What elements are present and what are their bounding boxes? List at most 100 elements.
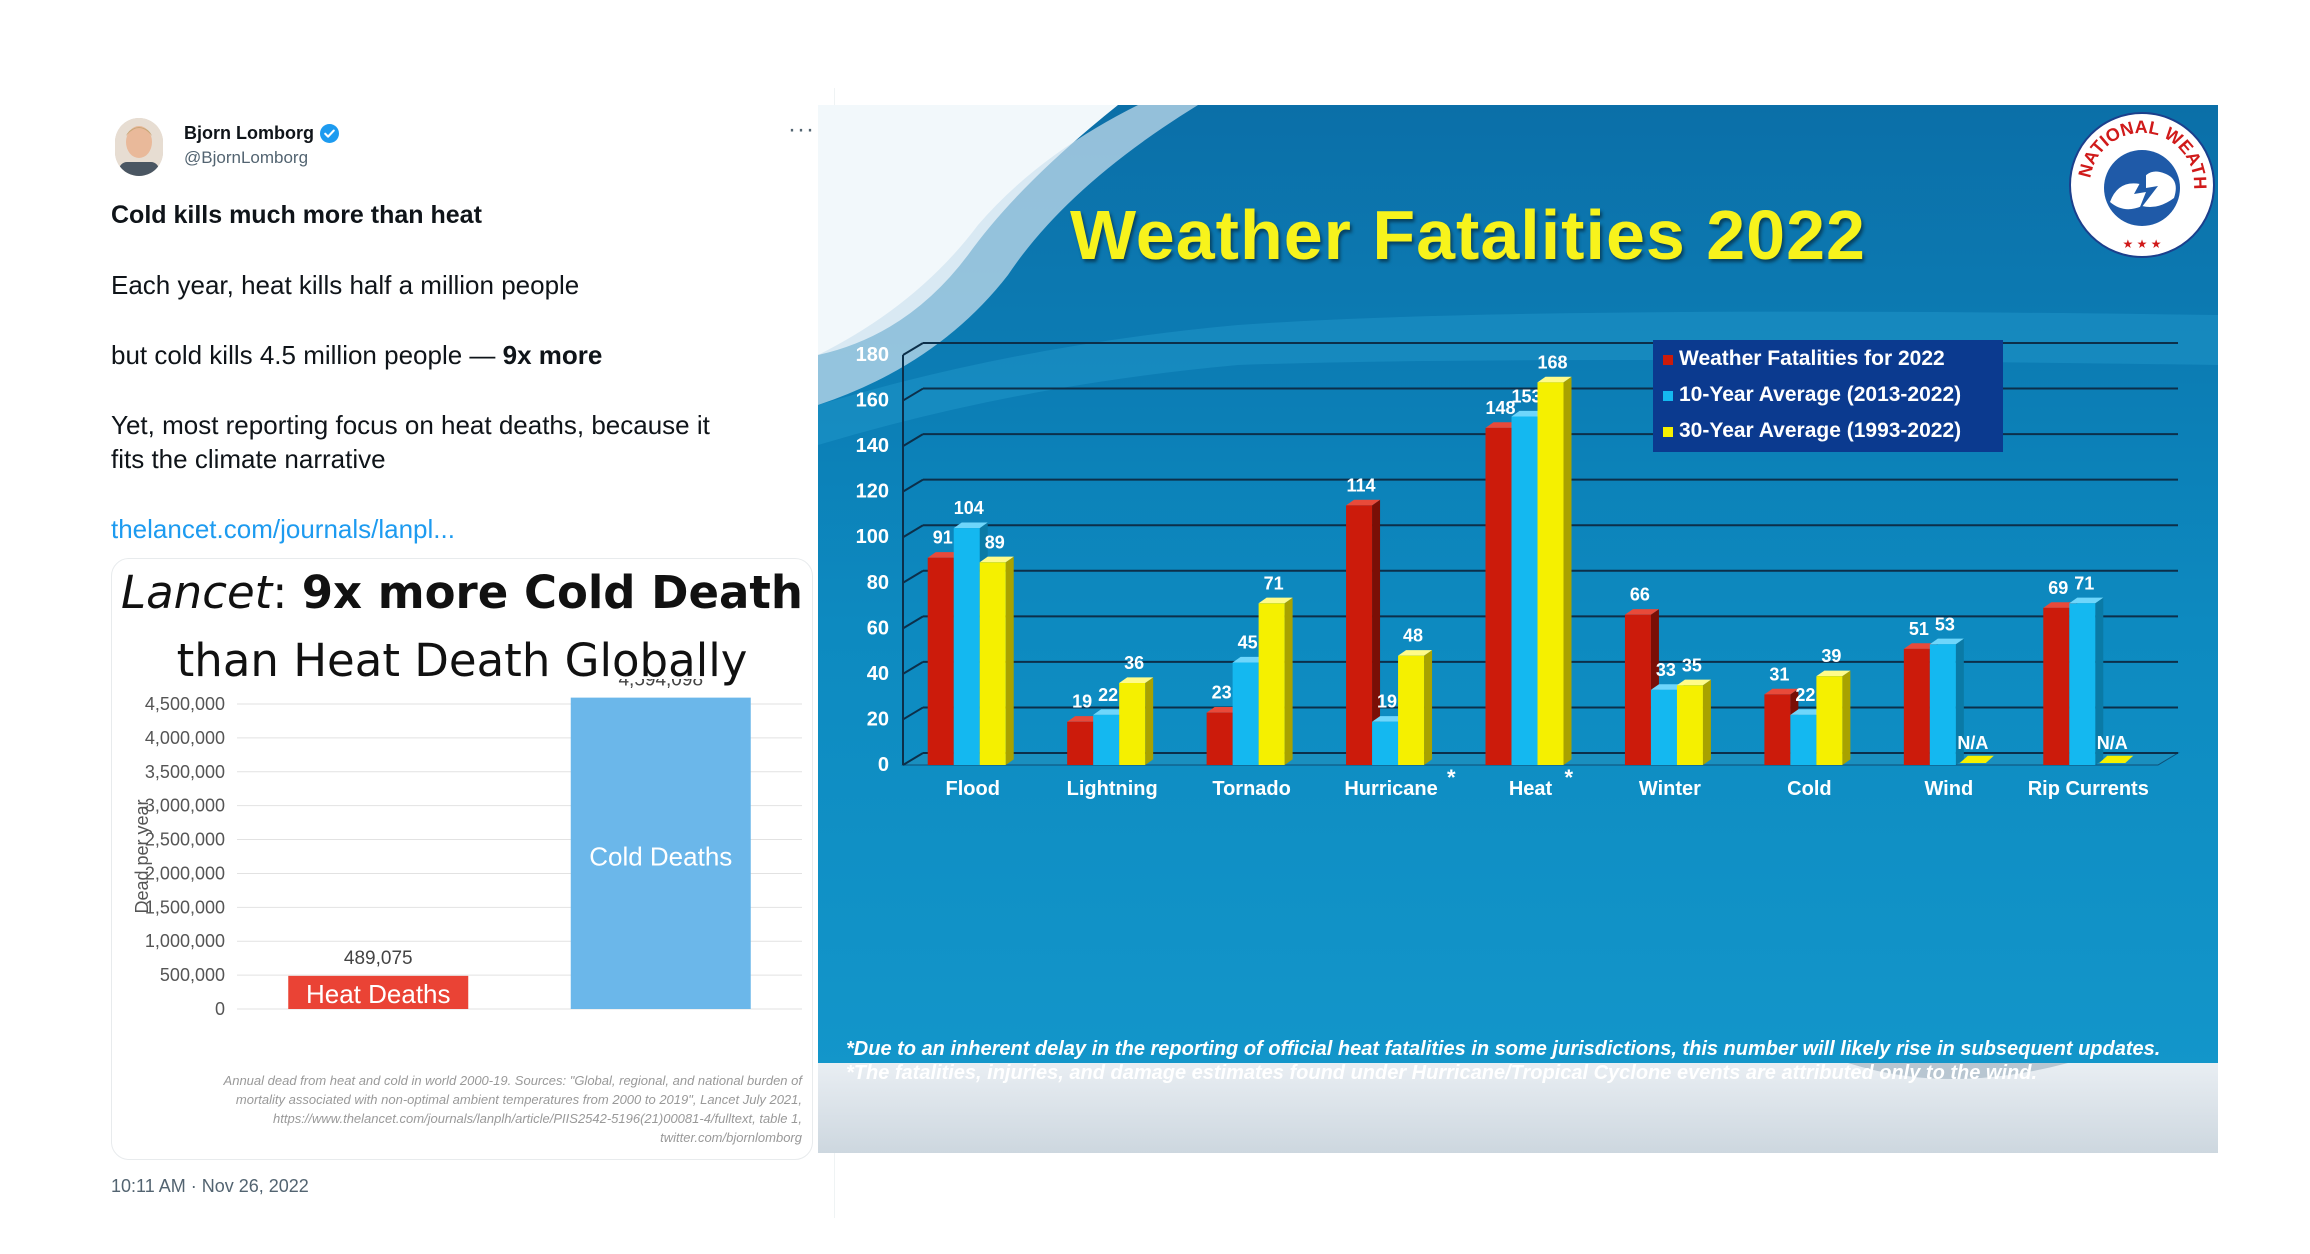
nws-gridline-slant (902, 661, 924, 675)
nws-bar (1511, 416, 1538, 765)
nws-bar-top (1119, 677, 1154, 683)
nws-bar-side (1563, 376, 1572, 765)
nws-bar (1485, 427, 1512, 765)
lancet-y-tick-label: 1,000,000 (145, 931, 225, 951)
verified-badge-icon (319, 124, 339, 143)
nws-y-tick-label: 80 (867, 572, 889, 594)
nws-value-label: 22 (1795, 685, 1815, 705)
lancet-title-colon: : (272, 566, 302, 619)
lancet-bar-category-label: Heat Deaths (306, 979, 451, 1009)
nws-legend-label: Weather Fatalities for 2022 (1679, 347, 1945, 370)
nws-bar-side (1424, 650, 1433, 765)
nws-logo: NATIONAL WEATHER SERVICE ★ ★ ★ (2068, 110, 2215, 258)
nws-bar (1232, 662, 1259, 765)
tweet: Bjorn Lomborg @BjornLomborg ··· Cold kil… (88, 88, 835, 1218)
nws-bar-top (953, 522, 988, 529)
nws-bar-top (1067, 716, 1102, 722)
nws-y-tick-label: 20 (867, 708, 889, 730)
nws-category-label: Tornado (1212, 778, 1291, 800)
nws-category-label: Heat (1509, 778, 1553, 800)
author-handle[interactable]: @BjornLomborg (184, 148, 309, 167)
nws-bar-top (1790, 709, 1825, 715)
nws-value-label: 51 (1909, 619, 1929, 639)
nws-bar (1537, 382, 1564, 765)
nws-bar (2069, 603, 2096, 765)
nws-value-label: 69 (2048, 578, 2068, 598)
nws-bar-top (1624, 609, 1659, 615)
nws-bar-top (1764, 688, 1799, 695)
lancet-value-label: 489,075 (344, 948, 413, 969)
nws-value-label: 48 (1403, 626, 1423, 646)
avatar[interactable] (115, 118, 163, 176)
nws-gridline-slant (902, 387, 924, 402)
nws-category-label: Lightning (1067, 778, 1158, 800)
lancet-source-line-3: https://www.thelancet.com/journals/lanpl… (273, 1111, 802, 1126)
tweet-timestamp[interactable]: 10:11 AM · Nov 26, 2022 (111, 1176, 309, 1196)
nws-bar (1903, 648, 1930, 765)
nws-value-label: 22 (1098, 685, 1118, 705)
nws-bar (1093, 714, 1120, 765)
nws-bar-side (1702, 679, 1711, 765)
nws-value-label: 71 (2074, 573, 2094, 593)
lancet-y-tick-label: 2,000,000 (145, 863, 225, 883)
nws-background (818, 105, 2218, 1153)
nws-value-label: 104 (954, 498, 984, 518)
nws-bar (1258, 603, 1285, 765)
nws-legend-swatch (1663, 355, 1673, 365)
lancet-y-tick-label: 500,000 (160, 965, 225, 985)
nws-value-label: 19 (1072, 692, 1092, 712)
lancet-source: Annual dead from heat and cold in world … (112, 1071, 802, 1147)
nws-bar-side (1145, 677, 1154, 765)
nws-gridline-slant (902, 752, 924, 766)
nws-category-label: Hurricane (1344, 778, 1437, 800)
nws-bar (2043, 607, 2070, 765)
nws-value-label: 33 (1656, 660, 1676, 680)
nws-legend-label: 10-Year Average (2013-2022) (1679, 383, 1961, 406)
nws-bar-top (1206, 707, 1241, 713)
nws-value-label: 114 (1347, 475, 1376, 495)
nws-bar (1067, 721, 1094, 765)
nws-gridline-slant (902, 478, 924, 493)
nws-bar-side (1005, 556, 1014, 765)
nws-y-tick-label: 0 (878, 754, 889, 776)
tweet-link[interactable]: thelancet.com/journals/lanpl... (111, 514, 455, 544)
nws-bar-top (1511, 410, 1546, 417)
nws-legend-label: 30-Year Average (1993-2022) (1679, 419, 1961, 442)
lancet-title-bold: 9x more Cold Death (301, 566, 803, 619)
lancet-value-label: 4,594,098 (618, 679, 703, 691)
lancet-y-axis-label: Dead per year (132, 799, 152, 913)
lancet-chart-card[interactable]: Lancet: 9x more Cold Death than Heat Dea… (111, 558, 813, 1160)
nws-gridline-slant (902, 706, 924, 721)
nws-bar-top (1232, 656, 1267, 663)
nws-legend-box (1653, 340, 2003, 452)
nws-legend-swatch (1663, 427, 1673, 437)
nws-bar (1624, 614, 1651, 765)
tweet-line-3b: fits the climate narrative (111, 444, 386, 474)
nws-hurricane-asterisk: * (1447, 765, 1456, 790)
nws-bar (1816, 676, 1843, 765)
nws-y-tick-label: 160 (856, 390, 889, 412)
nws-value-label: 89 (985, 532, 1005, 552)
author-name[interactable]: Bjorn Lomborg (184, 123, 314, 143)
author-name-row[interactable]: Bjorn Lomborg (184, 123, 339, 144)
nws-footnote-2: *The fatalities, injuries, and damage es… (846, 1062, 2038, 1084)
nws-value-label: 91 (933, 528, 953, 548)
nws-value-label: 39 (1821, 646, 1841, 666)
nws-bar-top (1398, 650, 1433, 656)
nws-bar-top (1650, 684, 1685, 690)
nws-y-tick-label: 120 (856, 481, 889, 503)
nws-bar-empty (2099, 755, 2134, 763)
nws-bar (1764, 694, 1791, 765)
lancet-y-tick-label: 1,500,000 (145, 897, 225, 917)
nws-bar-top (1537, 376, 1572, 383)
more-options-icon[interactable]: ··· (788, 116, 815, 143)
nws-bar (1790, 714, 1817, 765)
nws-bar (1650, 689, 1677, 765)
lancet-source-line-1: Annual dead from heat and cold in world … (223, 1073, 802, 1088)
nws-value-label: 71 (1264, 573, 1284, 593)
nws-footnote-1: *Due to an inherent delay in the reporti… (846, 1038, 2161, 1060)
nws-logo-stars: ★ ★ ★ (2123, 237, 2162, 251)
lancet-source-line-4: twitter.com/bjornlomborg (660, 1130, 802, 1145)
nws-gridline-slant (902, 342, 924, 356)
